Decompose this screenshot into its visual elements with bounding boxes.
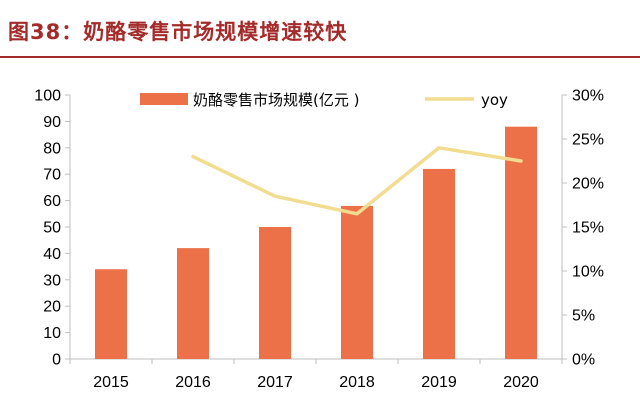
right-tick-label: 25% [572, 132, 604, 149]
bar [259, 227, 291, 359]
left-tick-label: 60 [43, 193, 61, 210]
left-tick-label: 90 [43, 114, 61, 131]
bar [423, 168, 455, 359]
left-tick-label: 40 [43, 246, 61, 263]
x-tick-label: 2018 [339, 374, 375, 391]
bar [177, 248, 209, 359]
bar [505, 126, 537, 360]
legend-bar-swatch [140, 93, 188, 105]
x-tick-label: 2016 [175, 374, 211, 391]
left-tick-label: 50 [43, 220, 61, 237]
right-tick-label: 0% [572, 352, 595, 369]
left-tick-label: 100 [34, 88, 61, 105]
right-tick-label: 20% [572, 176, 604, 193]
bar [95, 269, 127, 359]
x-tick-label: 2015 [93, 374, 129, 391]
title-divider [0, 56, 640, 58]
right-tick-label: 30% [572, 88, 604, 105]
left-tick-label: 70 [43, 167, 61, 184]
legend-line-label: yoy [481, 91, 508, 109]
bar [341, 205, 373, 359]
legend-bar-label: 奶酪零售市场规模(亿元 ) [193, 91, 359, 109]
x-tick-label: 2019 [421, 374, 457, 391]
left-tick-label: 20 [43, 299, 61, 316]
left-tick-label: 80 [43, 140, 61, 157]
left-tick-label: 30 [43, 272, 61, 289]
right-tick-label: 10% [572, 264, 604, 281]
left-tick-label: 10 [43, 325, 61, 342]
right-tick-label: 5% [572, 308, 595, 325]
left-tick-label: 0 [52, 352, 61, 369]
x-tick-label: 2017 [257, 374, 293, 391]
x-tick-label: 2020 [503, 374, 539, 391]
figure-title: 图38：奶酪零售市场规模增速较快 [8, 20, 348, 44]
right-tick-label: 15% [572, 220, 604, 237]
yoy-line [191, 146, 523, 216]
